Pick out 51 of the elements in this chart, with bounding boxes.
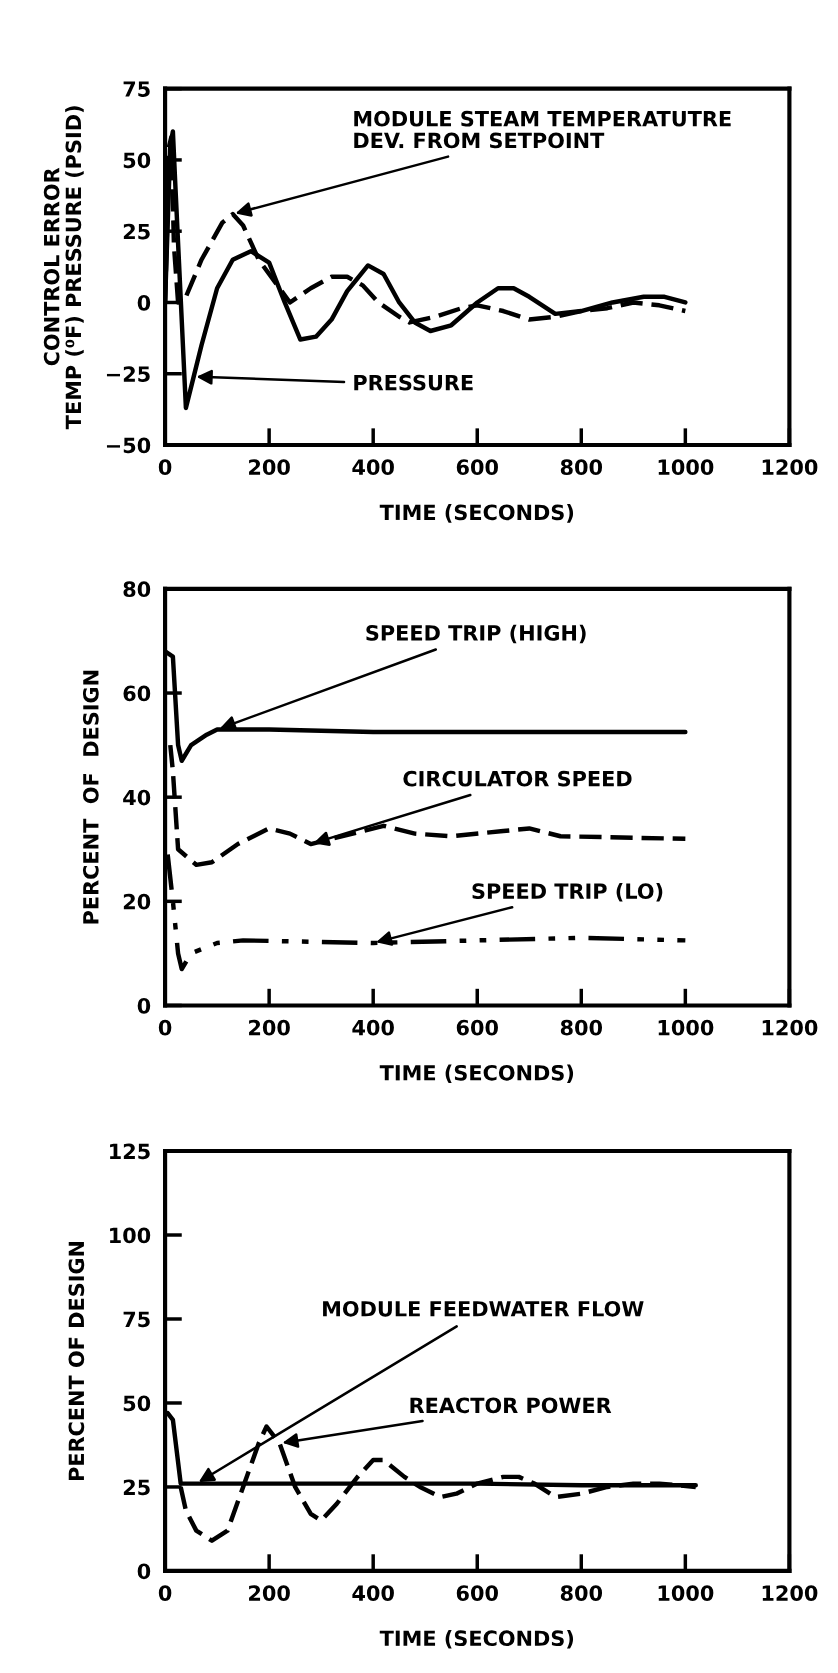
x-tick-label: 400	[352, 459, 394, 476]
y-axis-title: PERCENT OF DESIGN	[68, 1241, 85, 1481]
y-tick-label: 75	[123, 81, 150, 97]
y-axis-title: CONTROL ERROR TEMP (⁰F) PRESSURE (PSID)	[43, 106, 84, 430]
y-tick-label: 50	[123, 1395, 151, 1412]
annotation: REACTOR POWER	[410, 1397, 612, 1414]
y-axis-title: PERCENT OF DESIGN	[82, 670, 99, 924]
y-tick-label: 20	[123, 893, 151, 910]
annotation: SPEED TRIP (HIGH)	[366, 624, 586, 644]
x-tick-label: 800	[560, 1585, 603, 1601]
x-tick-label: 200	[249, 1019, 290, 1036]
x-tick-label: 600	[456, 459, 498, 476]
y-tick-label: 80	[123, 581, 151, 598]
x-tick-label: 0	[158, 459, 172, 476]
x-tick-label: 400	[352, 1585, 394, 1601]
x-tick-label: 1000	[658, 459, 714, 476]
annotation: SPEED TRIP (LO)	[472, 882, 663, 902]
x-tick-label: 1200	[762, 1019, 818, 1036]
y-tick-label: −25	[106, 366, 150, 382]
x-tick-label: 200	[249, 1585, 290, 1601]
x-tick-label: 0	[158, 1585, 172, 1601]
x-tick-label: 600	[456, 1019, 498, 1036]
x-tick-label: 200	[249, 459, 290, 476]
x-tick-label: 1000	[658, 1019, 714, 1036]
y-tick-label: 0	[137, 294, 151, 311]
y-tick-label: 100	[110, 1227, 151, 1244]
x-tick-label: 800	[560, 459, 603, 476]
x-axis-title: TIME (SECONDS)	[379, 1064, 574, 1084]
x-tick-label: 1200	[762, 1585, 818, 1601]
x-tick-label: 400	[352, 1019, 394, 1036]
y-tick-label: 125	[110, 1143, 150, 1160]
x-tick-label: 1200	[762, 459, 818, 476]
y-tick-label: 25	[123, 223, 150, 240]
annotation: MODULE FEEDWATER FLOW	[323, 1300, 644, 1317]
x-tick-label: 0	[158, 1019, 172, 1036]
y-tick-label: 0	[137, 997, 151, 1014]
x-axis-title: TIME (SECONDS)	[379, 504, 574, 523]
y-tick-label: 0	[137, 1563, 151, 1580]
y-tick-label: 50	[123, 152, 151, 169]
y-tick-label: −50	[106, 437, 151, 454]
x-axis-title: TIME (SECONDS)	[379, 1630, 574, 1649]
y-tick-label: 40	[123, 789, 151, 806]
x-tick-label: 600	[456, 1585, 498, 1601]
x-tick-label: 1000	[658, 1585, 714, 1601]
y-tick-label: 25	[123, 1479, 150, 1496]
annotation: PRESSURE	[354, 374, 473, 391]
annotation: CIRCULATOR SPEED	[403, 770, 632, 787]
x-tick-label: 800	[560, 1019, 603, 1036]
annotation: MODULE STEAM TEMPERATUTRE DEV. FROM SETPOINT	[354, 110, 731, 149]
y-tick-label: 75	[123, 1311, 150, 1328]
y-tick-label: 60	[123, 685, 151, 702]
